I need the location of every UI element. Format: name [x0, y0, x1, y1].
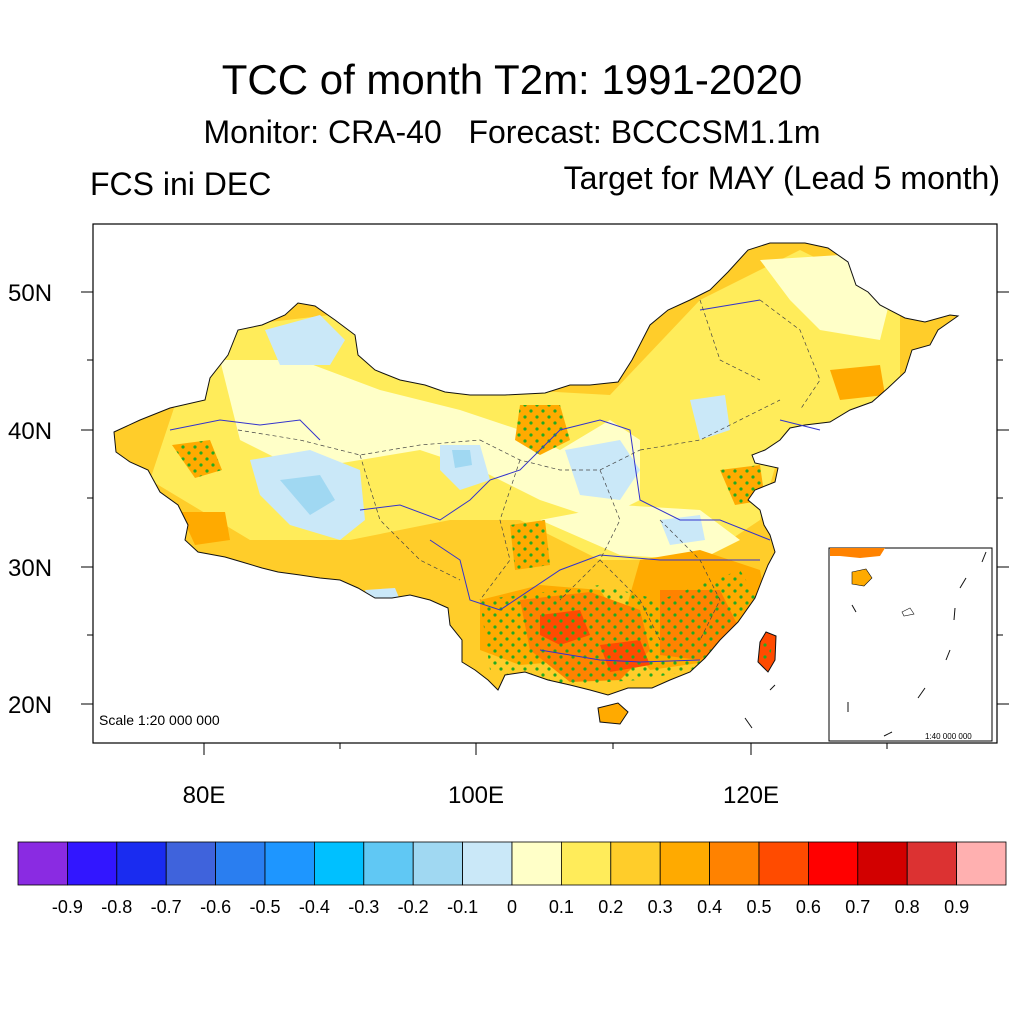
lon-label-120e: 120E [723, 782, 779, 809]
lat-label-30n: 30N [8, 555, 52, 582]
colorbar-label: -0.8 [101, 897, 132, 917]
colorbar-label: 0.3 [648, 897, 673, 917]
lat-label-40n: 40N [8, 418, 52, 445]
colorbar-label: 0.2 [598, 897, 623, 917]
colorbar-swatch [758, 841, 809, 886]
south-china-sea-inset: 1:40 000 000 [828, 547, 993, 742]
colorbar-swatch [610, 841, 661, 886]
colorbar-swatch [116, 841, 167, 886]
colorbar-swatch [313, 841, 365, 886]
colorbar-swatch [363, 841, 414, 886]
chart-title: TCC of month T2m: 1991-2020 [221, 56, 803, 103]
colorbar-swatch [215, 841, 266, 886]
colorbar-swatch [808, 841, 859, 886]
forecast-init-label: FCS ini DEC [90, 166, 272, 202]
chart-subtitle: Monitor: CRA-40 Forecast: BCCCSM1.1m [203, 114, 821, 150]
colorbar-swatch [561, 841, 612, 886]
colorbar-label: -0.5 [249, 897, 280, 917]
colorbar-label: -0.7 [151, 897, 182, 917]
colorbar-swatch [462, 841, 513, 886]
lat-label-50n: 50N [8, 280, 52, 307]
lat-label-20n: 20N [8, 692, 52, 719]
colorbar-swatch [264, 841, 315, 886]
colorbar-swatch [165, 841, 216, 886]
target-label: Target for MAY (Lead 5 month) [563, 160, 1000, 196]
colorbar-label: 0.9 [944, 897, 969, 917]
map-ticks [81, 291, 1009, 755]
colorbar-label: 0.1 [549, 897, 574, 917]
colorbar-swatch [659, 841, 711, 886]
colorbar-label: -0.3 [348, 897, 379, 917]
colorbar-swatch [511, 841, 562, 886]
colorbar-label: 0.6 [796, 897, 821, 917]
colorbar-swatch [709, 841, 760, 886]
colorbar-label: 0.5 [746, 897, 771, 917]
colorbar-swatch [412, 841, 464, 886]
colorbar: -0.9 -0.8 -0.7 -0.6 -0.5 -0.4 -0.3 -0.2 -0.1 0 0.1… [17, 841, 1007, 917]
colorbar-swatch [906, 841, 958, 886]
colorbar-label: 0.8 [895, 897, 920, 917]
colorbar-label: 0 [507, 897, 517, 917]
colorbar-label: -0.4 [299, 897, 330, 917]
lon-label-100e: 100E [448, 782, 504, 809]
colorbar-label: 0.7 [845, 897, 870, 917]
colorbar-label: -0.9 [52, 897, 83, 917]
lon-label-80e: 80E [183, 782, 226, 809]
hainan-region [597, 702, 629, 725]
colorbar-label: -0.1 [447, 897, 478, 917]
colorbar-swatch [956, 841, 1007, 886]
colorbar-swatch [67, 841, 118, 886]
colorbar-label: -0.6 [200, 897, 231, 917]
province-borders [237, 299, 821, 641]
colorbar-label: -0.2 [398, 897, 429, 917]
inset-scale-label: 1:40 000 000 [925, 732, 972, 741]
colorbar-swatch [17, 841, 68, 886]
map-scale-label: Scale 1:20 000 000 [99, 712, 220, 728]
colorbar-label: 0.4 [697, 897, 722, 917]
colorbar-swatch [857, 841, 908, 886]
